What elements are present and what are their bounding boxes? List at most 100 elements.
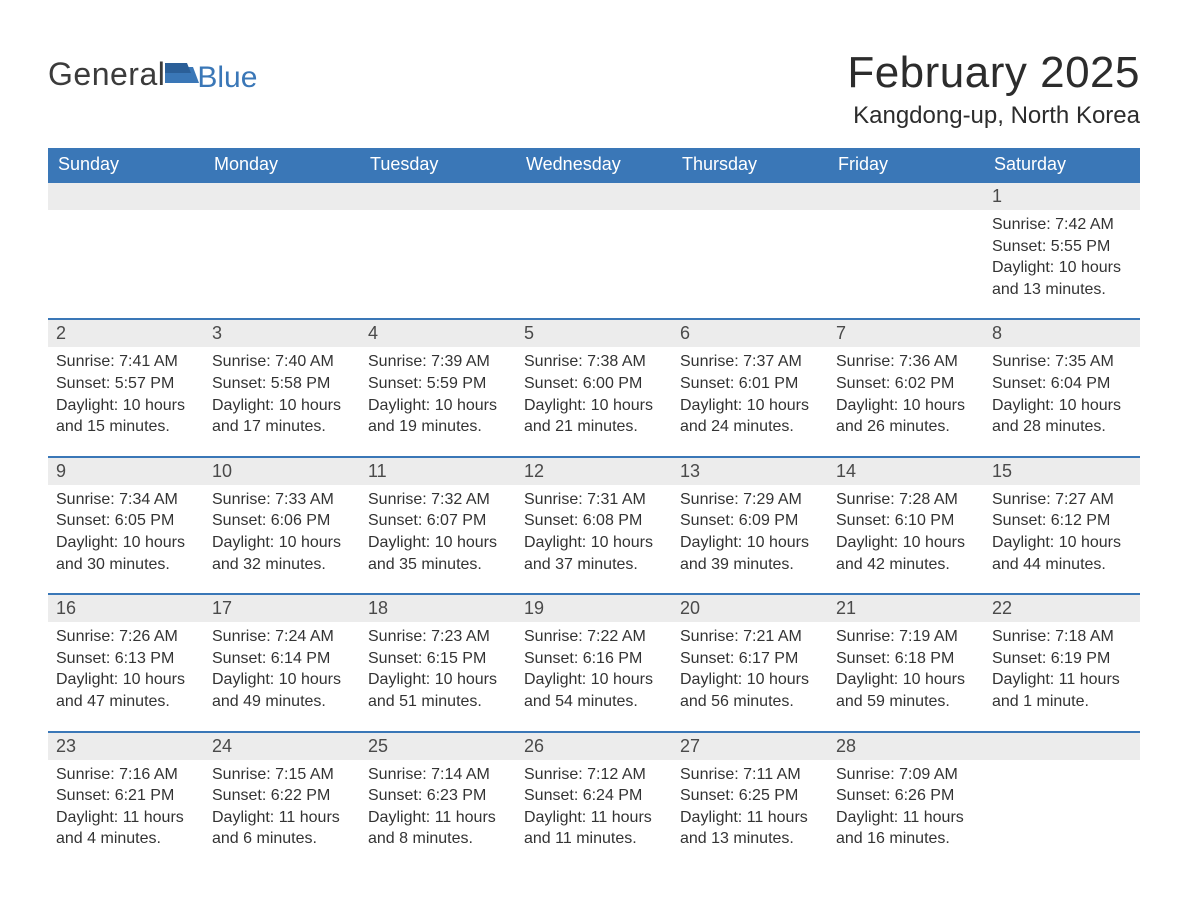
sunrise-text: Sunrise: 7:35 AM xyxy=(992,351,1132,373)
calendar-week-row: 23Sunrise: 7:16 AMSunset: 6:21 PMDayligh… xyxy=(48,731,1140,868)
daylight-text: Daylight: 10 hours xyxy=(368,395,508,417)
daylight-text: and 8 minutes. xyxy=(368,828,508,850)
daylight-text: and 28 minutes. xyxy=(992,416,1132,438)
day-body: Sunrise: 7:19 AMSunset: 6:18 PMDaylight:… xyxy=(828,626,984,712)
calendar-day-cell: 28Sunrise: 7:09 AMSunset: 6:26 PMDayligh… xyxy=(828,731,984,868)
daylight-text: and 4 minutes. xyxy=(56,828,196,850)
day-number-bar: 10 xyxy=(204,456,360,485)
day-number-bar: 9 xyxy=(48,456,204,485)
calendar-day-cell: 10 Sunrise: 7:33 AMSunset: 6:06 PMDayligh… xyxy=(204,456,360,593)
calendar-day-cell: 2Sunrise: 7:41 AMSunset: 5:57 PMDaylight… xyxy=(48,318,204,455)
sunrise-text: Sunrise: 7:22 AM xyxy=(524,626,664,648)
daylight-text: Daylight: 11 hours xyxy=(56,807,196,829)
day-number-bar: 21 xyxy=(828,593,984,622)
calendar-day-cell: 21 Sunrise: 7:19 AMSunset: 6:18 PMDayligh… xyxy=(828,593,984,730)
sunset-text: Sunset: 6:08 PM xyxy=(524,510,664,532)
header: General Blue February 2025 Kangdong-up, … xyxy=(48,48,1140,142)
daylight-text: and 1 minute. xyxy=(992,691,1132,713)
daylight-text: and 13 minutes. xyxy=(680,828,820,850)
daylight-text: and 54 minutes. xyxy=(524,691,664,713)
sunrise-text: Sunrise: 7:19 AM xyxy=(836,626,976,648)
calendar-day-cell: . xyxy=(204,181,360,318)
day-body: Sunrise: 7:29 AMSunset: 6:09 PMDaylight:… xyxy=(672,489,828,575)
day-number-bar: 8 xyxy=(984,318,1140,347)
daylight-text: Daylight: 10 hours xyxy=(992,257,1132,279)
day-number-bar: . xyxy=(672,181,828,210)
daylight-text: Daylight: 11 hours xyxy=(836,807,976,829)
calendar-day-cell: 26Sunrise: 7:12 AMSunset: 6:24 PMDayligh… xyxy=(516,731,672,868)
calendar-day-cell: 24Sunrise: 7:15 AMSunset: 6:22 PMDayligh… xyxy=(204,731,360,868)
day-body: Sunrise: 7:39 AMSunset: 5:59 PMDaylight:… xyxy=(360,351,516,437)
sunrise-text: Sunrise: 7:14 AM xyxy=(368,764,508,786)
daylight-text: Daylight: 10 hours xyxy=(680,532,820,554)
daylight-text: Daylight: 10 hours xyxy=(680,395,820,417)
sunset-text: Sunset: 5:59 PM xyxy=(368,373,508,395)
calendar-day-cell: 13Sunrise: 7:29 AMSunset: 6:09 PMDayligh… xyxy=(672,456,828,593)
day-number-bar: 7 xyxy=(828,318,984,347)
day-number-bar: . xyxy=(204,181,360,210)
daylight-text: Daylight: 10 hours xyxy=(212,395,352,417)
sunset-text: Sunset: 6:26 PM xyxy=(836,785,976,807)
calendar-day-cell: 4Sunrise: 7:39 AMSunset: 5:59 PMDaylight… xyxy=(360,318,516,455)
daylight-text: and 37 minutes. xyxy=(524,554,664,576)
day-number-bar: 12 xyxy=(516,456,672,485)
daylight-text: Daylight: 10 hours xyxy=(56,395,196,417)
sunset-text: Sunset: 6:13 PM xyxy=(56,648,196,670)
weekday-header: Monday xyxy=(204,148,360,181)
day-number-bar: 24 xyxy=(204,731,360,760)
calendar-day-cell: 3Sunrise: 7:40 AMSunset: 5:58 PMDaylight… xyxy=(204,318,360,455)
calendar-day-cell: 8Sunrise: 7:35 AMSunset: 6:04 PMDaylight… xyxy=(984,318,1140,455)
calendar-day-cell: 18Sunrise: 7:23 AMSunset: 6:15 PMDayligh… xyxy=(360,593,516,730)
sunset-text: Sunset: 5:58 PM xyxy=(212,373,352,395)
daylight-text: and 21 minutes. xyxy=(524,416,664,438)
day-number-bar: . xyxy=(48,181,204,210)
daylight-text: and 47 minutes. xyxy=(56,691,196,713)
day-body: Sunrise: 7:40 AMSunset: 5:58 PMDaylight:… xyxy=(204,351,360,437)
daylight-text: and 30 minutes. xyxy=(56,554,196,576)
daylight-text: and 56 minutes. xyxy=(680,691,820,713)
sunset-text: Sunset: 6:02 PM xyxy=(836,373,976,395)
daylight-text: Daylight: 10 hours xyxy=(368,669,508,691)
sunset-text: Sunset: 6:10 PM xyxy=(836,510,976,532)
calendar-day-cell: 14Sunrise: 7:28 AMSunset: 6:10 PMDayligh… xyxy=(828,456,984,593)
calendar-day-cell: 27Sunrise: 7:11 AMSunset: 6:25 PMDayligh… xyxy=(672,731,828,868)
daylight-text: and 24 minutes. xyxy=(680,416,820,438)
day-number-bar: 19 xyxy=(516,593,672,622)
calendar-day-cell: 16 Sunrise: 7:26 AMSunset: 6:13 PMDayligh… xyxy=(48,593,204,730)
day-number-bar: 6 xyxy=(672,318,828,347)
day-number-bar: . xyxy=(984,731,1140,760)
daylight-text: Daylight: 10 hours xyxy=(524,532,664,554)
sunset-text: Sunset: 6:09 PM xyxy=(680,510,820,532)
sunset-text: Sunset: 6:18 PM xyxy=(836,648,976,670)
calendar-day-cell: 12 Sunrise: 7:31 AMSunset: 6:08 PMDayligh… xyxy=(516,456,672,593)
sunset-text: Sunset: 6:17 PM xyxy=(680,648,820,670)
daylight-text: Daylight: 10 hours xyxy=(524,669,664,691)
sunrise-text: Sunrise: 7:36 AM xyxy=(836,351,976,373)
calendar-day-cell: 19 Sunrise: 7:22 AMSunset: 6:16 PMDayligh… xyxy=(516,593,672,730)
calendar-day-cell: . xyxy=(672,181,828,318)
daylight-text: and 26 minutes. xyxy=(836,416,976,438)
daylight-text: and 44 minutes. xyxy=(992,554,1132,576)
sunset-text: Sunset: 6:07 PM xyxy=(368,510,508,532)
day-body: Sunrise: 7:33 AMSunset: 6:06 PMDaylight:… xyxy=(204,489,360,575)
day-body: Sunrise: 7:23 AMSunset: 6:15 PMDaylight:… xyxy=(360,626,516,712)
calendar-day-cell: 20Sunrise: 7:21 AMSunset: 6:17 PMDayligh… xyxy=(672,593,828,730)
calendar-day-cell: 23Sunrise: 7:16 AMSunset: 6:21 PMDayligh… xyxy=(48,731,204,868)
day-number-bar: 16 xyxy=(48,593,204,622)
day-number-bar: 15 xyxy=(984,456,1140,485)
sunrise-text: Sunrise: 7:39 AM xyxy=(368,351,508,373)
sunset-text: Sunset: 6:16 PM xyxy=(524,648,664,670)
sunset-text: Sunset: 6:12 PM xyxy=(992,510,1132,532)
day-body: Sunrise: 7:31 AMSunset: 6:08 PMDaylight:… xyxy=(516,489,672,575)
day-body: Sunrise: 7:14 AMSunset: 6:23 PMDaylight:… xyxy=(360,764,516,850)
daylight-text: Daylight: 10 hours xyxy=(524,395,664,417)
daylight-text: and 16 minutes. xyxy=(836,828,976,850)
daylight-text: and 42 minutes. xyxy=(836,554,976,576)
sunrise-text: Sunrise: 7:34 AM xyxy=(56,489,196,511)
day-number-bar: 25 xyxy=(360,731,516,760)
sunrise-text: Sunrise: 7:29 AM xyxy=(680,489,820,511)
day-body: Sunrise: 7:26 AMSunset: 6:13 PMDaylight:… xyxy=(48,626,204,712)
calendar-day-cell: . xyxy=(828,181,984,318)
day-body: Sunrise: 7:36 AMSunset: 6:02 PMDaylight:… xyxy=(828,351,984,437)
day-number-bar: 26 xyxy=(516,731,672,760)
